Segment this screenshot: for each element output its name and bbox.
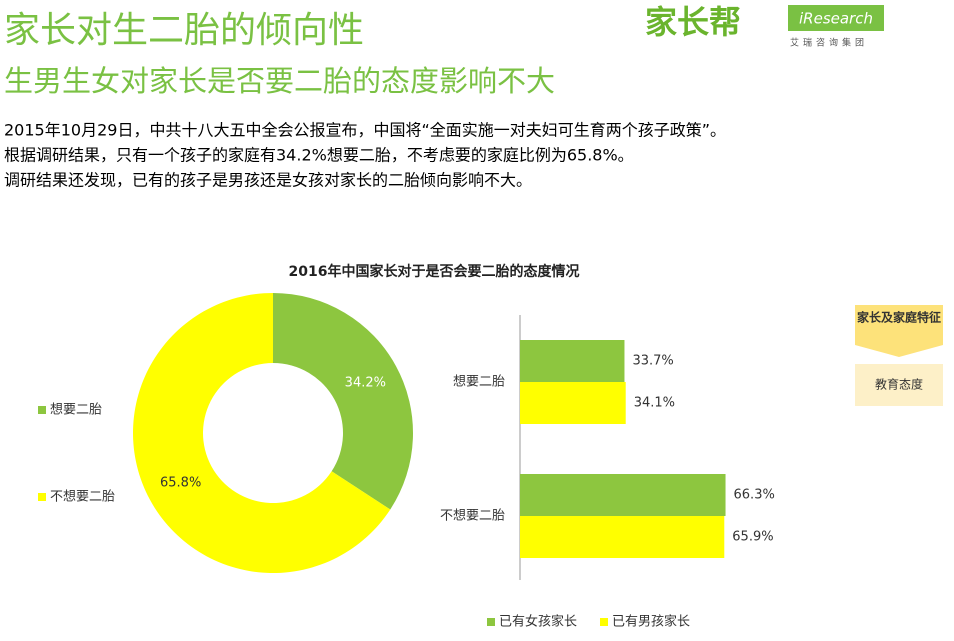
category-label: 不想要二胎 <box>440 508 505 524</box>
body-line: 2015年10月29日，中共十八大五中全会公报宣布，中国将“全面实施一对夫妇可生… <box>4 121 726 140</box>
data-label: 34.1% <box>634 396 675 411</box>
data-label: 65.8% <box>160 476 201 491</box>
legend-label: 想要二胎 <box>50 402 102 418</box>
title: 家长对生二胎的倾向性 <box>4 10 364 51</box>
figure-title: 2016年中国家长对于是否会要二胎的态度情况 <box>289 263 580 280</box>
legend-label: 不想要二胎 <box>50 489 115 505</box>
legend-swatch <box>38 406 46 414</box>
bar <box>520 474 726 516</box>
logo: 家长帮 <box>645 3 741 41</box>
legend-label: 已有男孩家长 <box>612 614 690 630</box>
category-label: 想要二胎 <box>453 374 505 390</box>
subtitle: 生男生女对家长是否要二胎的态度影响不大 <box>4 64 555 98</box>
logo-box <box>788 5 884 31</box>
data-label: 65.9% <box>732 530 773 545</box>
bar <box>520 382 626 424</box>
logo2-sub: 艾瑞咨询集团 <box>790 37 868 49</box>
body-line: 调研结果还发现，已有的孩子是男孩还是女孩对家长的二胎倾向影响不大。 <box>4 171 532 190</box>
body-line: 根据调研结果，只有一个孩子的家庭有34.2%想要二胎，不考虑要的家庭比例为65.… <box>4 146 634 165</box>
donut-slice <box>132 293 391 573</box>
logo2: iResearch <box>799 10 873 28</box>
tab-label: 教育态度 <box>875 377 923 392</box>
tab[interactable] <box>855 305 943 357</box>
legend-swatch <box>487 618 495 626</box>
donut-slice <box>273 293 413 510</box>
data-label: 34.2% <box>345 375 386 390</box>
tab-label: 家长及家庭特征 <box>857 310 941 325</box>
legend-swatch <box>38 493 46 501</box>
tab[interactable] <box>855 364 943 406</box>
legend-swatch <box>600 618 608 626</box>
data-label: 66.3% <box>734 488 775 503</box>
legend-label: 已有女孩家长 <box>499 614 577 630</box>
bar <box>520 516 725 558</box>
bar <box>520 340 625 382</box>
data-label: 33.7% <box>632 354 673 369</box>
